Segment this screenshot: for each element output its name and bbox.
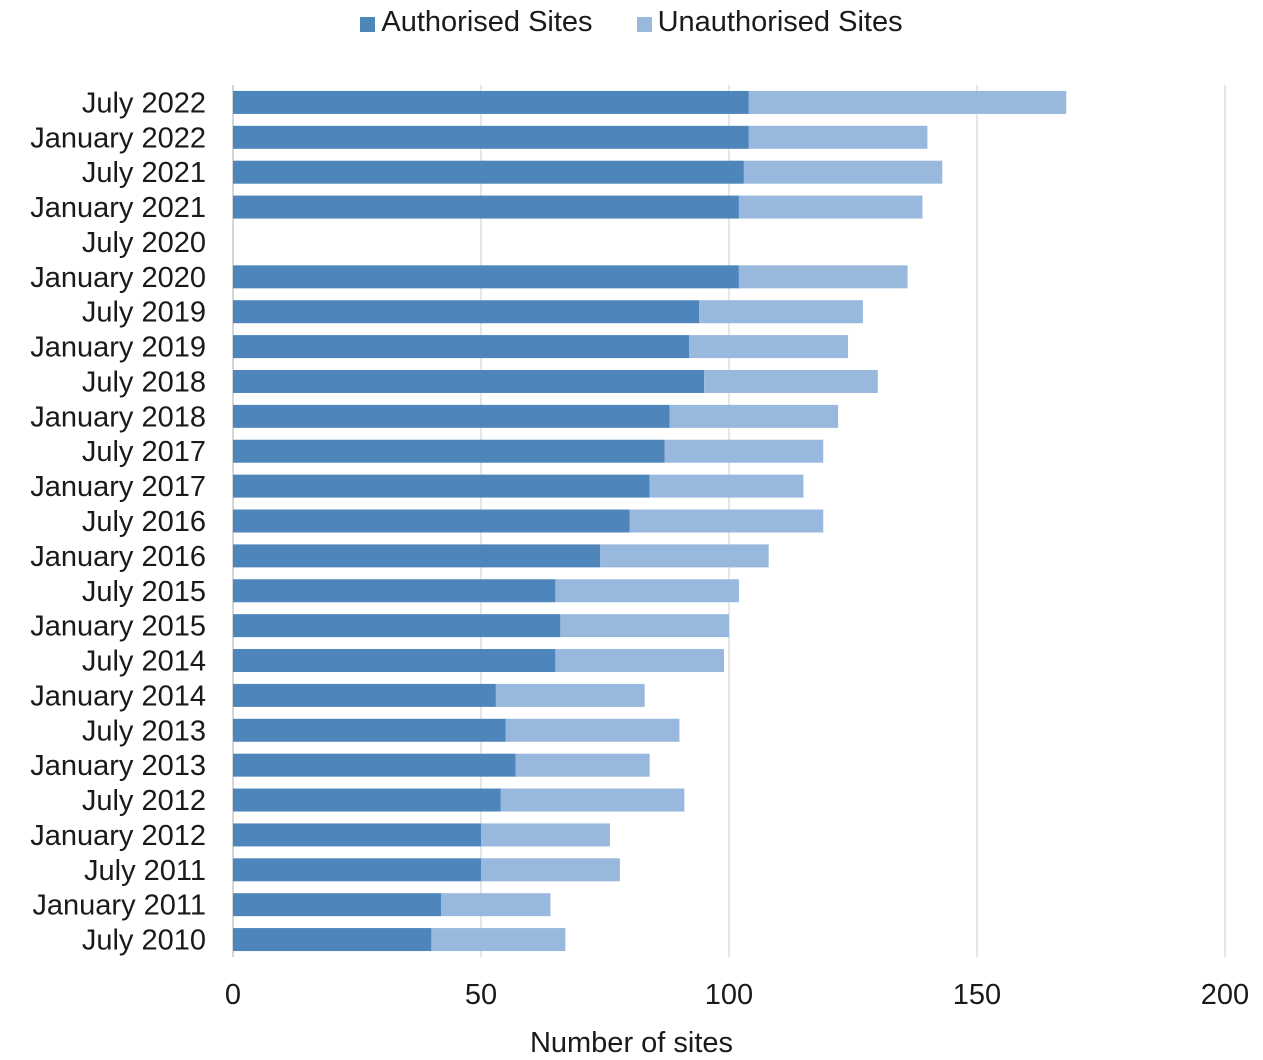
bar-authorised	[233, 718, 506, 742]
y-tick-label: January 2014	[30, 680, 206, 712]
bar-authorised	[233, 265, 739, 289]
bar-authorised	[233, 195, 739, 219]
bar-unauthorised	[748, 90, 1067, 114]
bar-unauthorised	[560, 614, 729, 638]
y-tick-label: January 2011	[32, 890, 206, 922]
x-tick-label: 50	[465, 979, 497, 1011]
y-tick-label: July 2018	[82, 366, 206, 398]
bar-unauthorised	[600, 544, 769, 568]
bar-unauthorised	[481, 858, 620, 882]
bar-unauthorised	[555, 579, 739, 603]
y-tick-label: January 2012	[30, 820, 206, 852]
bar-authorised	[233, 649, 556, 673]
legend-swatch-unauthorised	[636, 16, 652, 32]
bar-authorised	[233, 90, 749, 114]
y-tick-label: July 2011	[84, 855, 206, 887]
bar-unauthorised	[495, 683, 645, 707]
y-tick-label: July 2019	[82, 297, 206, 329]
bar-authorised	[233, 579, 556, 603]
y-tick-label: January 2015	[30, 611, 206, 643]
bar-authorised	[233, 683, 496, 707]
y-tick-label: January 2013	[30, 750, 206, 782]
bar-authorised	[233, 125, 749, 149]
bar-unauthorised	[738, 265, 908, 289]
bar-authorised	[233, 544, 601, 568]
legend-item-authorised: Authorised Sites	[360, 4, 593, 40]
bar-authorised	[233, 928, 432, 952]
bar-authorised	[233, 160, 744, 184]
bar-authorised	[233, 823, 481, 847]
y-tick-label: January 2020	[30, 262, 206, 294]
legend-swatch-authorised	[360, 16, 376, 32]
bar-unauthorised	[748, 125, 928, 149]
bar-authorised	[233, 474, 650, 498]
y-tick-label: July 2020	[82, 227, 206, 259]
bar-authorised	[233, 753, 516, 777]
y-tick-label: January 2016	[30, 541, 206, 573]
legend: Authorised Sites Unauthorised Sites	[0, 4, 1263, 40]
bar-unauthorised	[515, 753, 650, 777]
y-tick-label: July 2016	[82, 506, 206, 538]
x-tick-label: 200	[1201, 979, 1249, 1011]
x-axis-label: Number of sites	[529, 1027, 734, 1059]
y-tick-label: July 2017	[82, 436, 206, 468]
y-tick-label: July 2021	[82, 157, 206, 189]
y-tick-label: January 2021	[30, 192, 206, 224]
bar-unauthorised	[441, 893, 551, 917]
bar-authorised	[233, 509, 630, 533]
y-tick-label: July 2015	[82, 576, 206, 608]
x-tick-label: 0	[225, 979, 241, 1011]
bar-unauthorised	[738, 195, 923, 219]
bar-authorised	[233, 439, 665, 463]
y-tick-label: January 2019	[30, 332, 206, 364]
bar-authorised	[233, 300, 700, 324]
bar-authorised	[233, 335, 690, 359]
bar-unauthorised	[500, 788, 685, 812]
bar-unauthorised	[664, 439, 824, 463]
legend-label-authorised: Authorised Sites	[381, 6, 593, 38]
y-tick-label: January 2018	[30, 401, 206, 433]
x-tick-label: 150	[953, 979, 1001, 1011]
bar-unauthorised	[689, 335, 849, 359]
y-tick-label: July 2012	[82, 785, 206, 817]
y-tick-label: January 2022	[30, 122, 206, 154]
bar-authorised	[233, 858, 481, 882]
legend-item-unauthorised: Unauthorised Sites	[636, 4, 903, 40]
bar-unauthorised	[669, 404, 839, 428]
bar-unauthorised	[699, 300, 863, 324]
y-tick-label: July 2022	[82, 87, 206, 119]
bar-unauthorised	[649, 474, 804, 498]
bar-unauthorised	[481, 823, 610, 847]
bar-authorised	[233, 369, 705, 393]
bar-unauthorised	[743, 160, 943, 184]
bar-authorised	[233, 404, 670, 428]
bar-unauthorised	[505, 718, 680, 742]
bar-unauthorised	[629, 509, 824, 533]
y-tick-label: July 2010	[82, 925, 206, 957]
y-tick-label: July 2013	[82, 715, 206, 747]
y-tick-label: January 2017	[30, 471, 206, 503]
x-tick-label: 100	[705, 979, 753, 1011]
bar-unauthorised	[431, 928, 566, 952]
bar-authorised	[233, 614, 561, 638]
legend-label-unauthorised: Unauthorised Sites	[657, 6, 903, 38]
bar-authorised	[233, 893, 442, 917]
bar-unauthorised	[704, 369, 878, 393]
bar-authorised	[233, 788, 501, 812]
y-tick-label: July 2014	[82, 646, 206, 678]
bar-unauthorised	[555, 649, 725, 673]
